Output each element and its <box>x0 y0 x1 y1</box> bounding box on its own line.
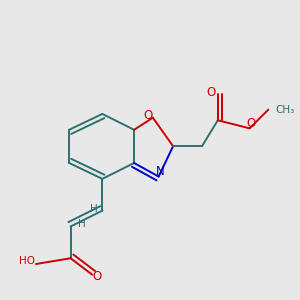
Text: O: O <box>207 86 216 99</box>
Text: CH₃: CH₃ <box>276 105 295 115</box>
Text: H: H <box>90 204 98 214</box>
Text: O: O <box>246 117 256 130</box>
Text: O: O <box>143 109 152 122</box>
Text: N: N <box>156 165 164 178</box>
Text: H: H <box>78 219 86 229</box>
Text: O: O <box>93 270 102 283</box>
Text: HO: HO <box>19 256 34 266</box>
